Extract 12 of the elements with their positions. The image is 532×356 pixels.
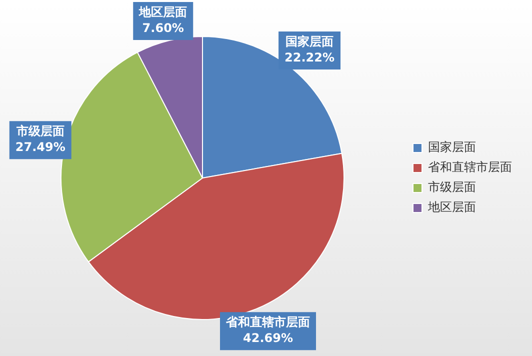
slice-label: 国家层面 — [286, 34, 334, 49]
legend-label: 市级层面 — [428, 180, 476, 194]
slice-label: 地区层面 — [138, 5, 188, 20]
slice-label: 省和直辖市层面 — [225, 315, 310, 330]
legend-label: 地区层面 — [427, 200, 476, 214]
data-label: 27.49% — [15, 140, 66, 154]
data-label: 22.22% — [284, 50, 335, 65]
slice-label: 市级层面 — [15, 124, 64, 138]
data-label: 7.60% — [142, 21, 184, 36]
data-label: 42.69% — [243, 331, 293, 346]
legend-label: 国家层面 — [428, 140, 476, 154]
legend-label: 省和直辖市层面 — [428, 160, 512, 174]
